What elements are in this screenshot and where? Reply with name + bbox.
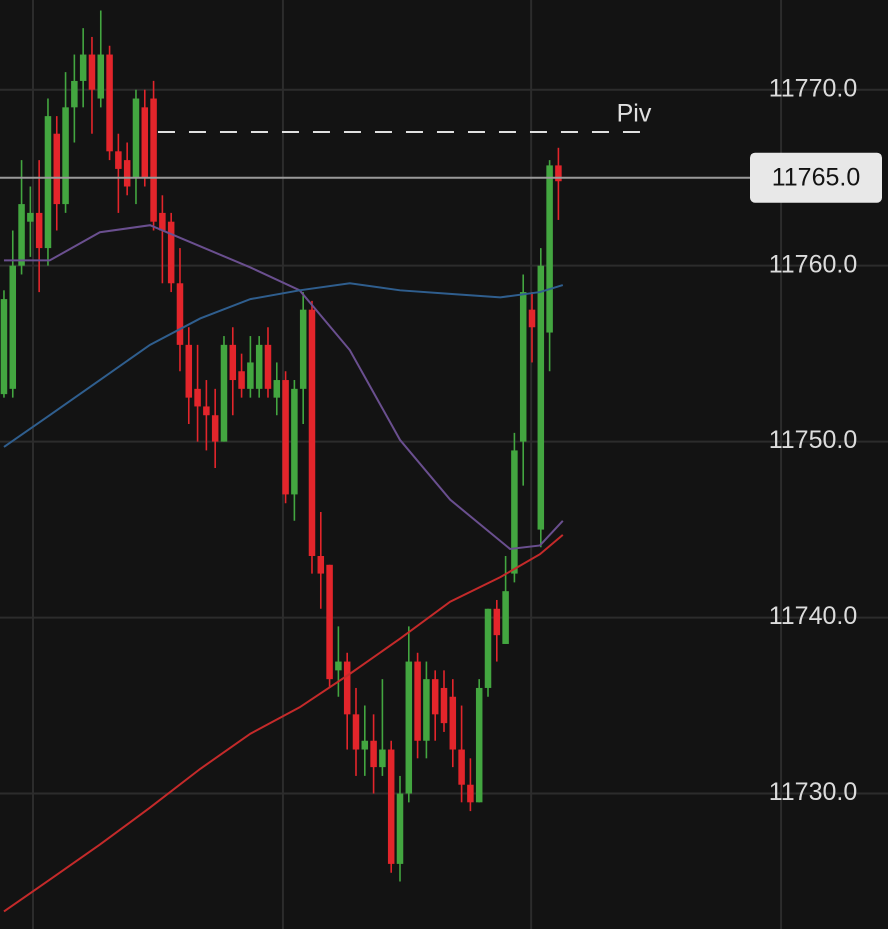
candle-body — [502, 591, 509, 644]
candle-body — [414, 661, 421, 741]
candle-body — [493, 608, 501, 636]
pivot-label: Piv — [617, 100, 652, 128]
candle-body — [106, 54, 113, 152]
y-tick-label: 11730.0 — [769, 778, 858, 806]
candle-body — [423, 679, 430, 741]
candle-body — [132, 98, 140, 178]
candle-body — [467, 784, 474, 803]
last-price-box — [750, 152, 882, 203]
candle-body — [361, 740, 369, 750]
candle-body — [273, 380, 281, 398]
candle-body — [53, 133, 61, 205]
candle-body — [27, 212, 34, 222]
y-tick-label: 11740.0 — [769, 602, 858, 630]
candle-body — [335, 661, 342, 671]
candle-body — [396, 793, 404, 864]
candle-body — [291, 388, 298, 495]
candle-body — [44, 116, 52, 249]
candle-body — [203, 406, 210, 416]
candle-body — [211, 415, 219, 442]
candle-body — [555, 165, 562, 182]
candle-body — [176, 283, 184, 345]
candle-body — [255, 344, 263, 389]
candle-body — [88, 54, 96, 90]
candle-body — [317, 555, 325, 574]
candle-body — [528, 309, 536, 328]
candle-body — [229, 344, 237, 381]
candle-body — [167, 221, 175, 284]
candle-body — [62, 107, 69, 205]
candle-body — [352, 714, 360, 750]
candle-body — [97, 54, 105, 99]
candle-body — [440, 687, 448, 724]
y-tick-label: 11770.0 — [769, 74, 858, 102]
candle-body — [264, 344, 272, 389]
ma-line — [3, 534, 564, 913]
candle-body — [475, 687, 483, 803]
candle-body — [79, 54, 87, 81]
candle-body — [123, 160, 131, 187]
candle-body — [343, 661, 351, 715]
candle-body — [238, 371, 245, 389]
candle-body — [449, 696, 457, 750]
candle-body — [537, 265, 545, 530]
candle-body — [159, 212, 166, 231]
candle-body — [9, 265, 17, 389]
candle-body — [115, 151, 122, 169]
candle-body — [185, 344, 193, 398]
candle-body — [511, 450, 518, 574]
candle-body — [35, 212, 43, 249]
candle-body — [220, 344, 228, 442]
y-tick-label: 11760.0 — [769, 250, 858, 278]
candle-body — [71, 80, 78, 108]
candle-body — [326, 564, 333, 680]
candle-body — [282, 380, 289, 495]
candle-body — [387, 749, 395, 864]
candle-body — [150, 98, 157, 222]
candle-body — [18, 204, 25, 266]
y-tick-label: 11750.0 — [769, 426, 858, 454]
candle-body — [247, 362, 254, 389]
candle-body — [370, 740, 377, 768]
candle-body — [546, 165, 553, 333]
ma-line — [3, 282, 564, 448]
candle-body — [431, 679, 439, 715]
last-price-label: 11765.0 — [772, 163, 861, 191]
candle-body — [0, 299, 8, 395]
candle-body — [194, 388, 201, 407]
candle-body — [405, 661, 413, 794]
candle-body — [458, 749, 465, 785]
candle-body — [141, 107, 149, 178]
candle-body — [308, 309, 316, 556]
candle-body — [484, 608, 492, 688]
candle-body — [379, 749, 386, 768]
candle-body — [299, 309, 307, 389]
candle-body — [519, 292, 527, 442]
